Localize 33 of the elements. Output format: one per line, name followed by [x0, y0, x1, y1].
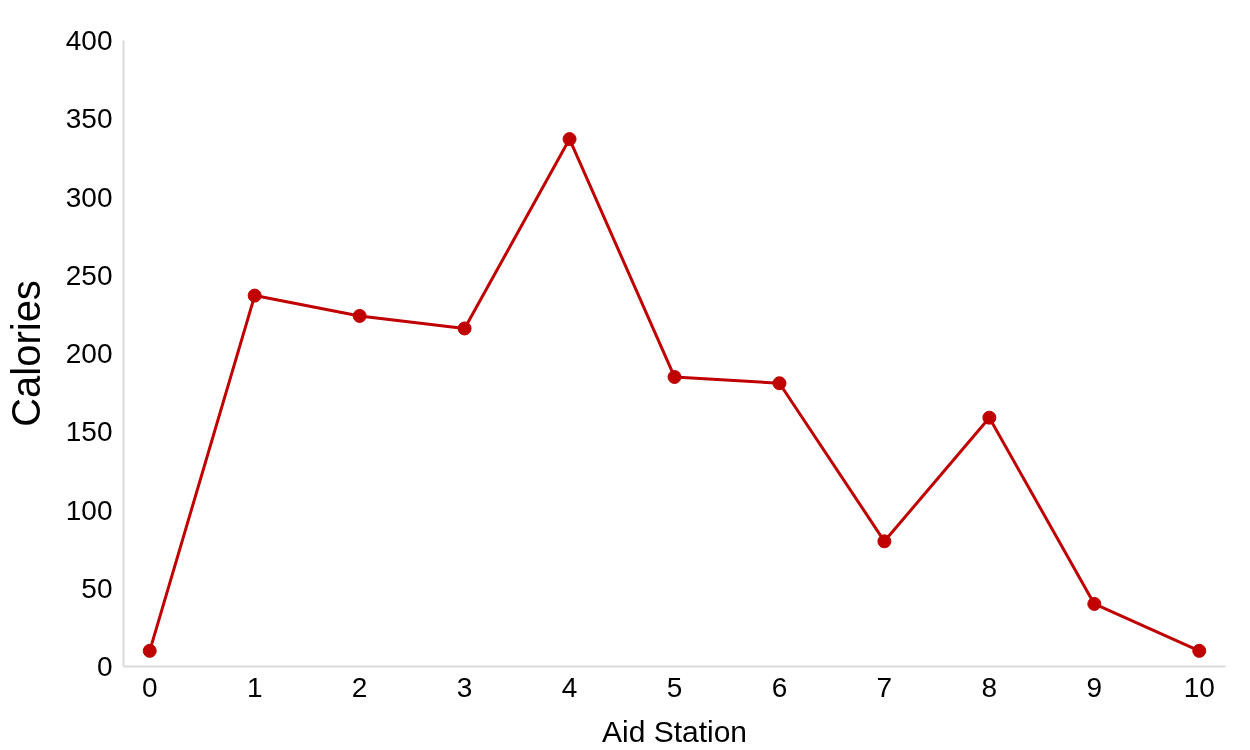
x-tick-label: 5 — [666, 671, 683, 703]
y-tick-label: 300 — [65, 181, 113, 213]
x-tick-label: 9 — [1086, 671, 1103, 703]
x-axis-title: Aid Station — [601, 714, 748, 748]
x-tick-label: 2 — [351, 671, 368, 703]
x-tick-label: 10 — [1183, 671, 1215, 703]
y-tick-label: 0 — [96, 651, 113, 682]
point — [877, 534, 892, 549]
y-tick-label: 100 — [65, 494, 113, 526]
y-tick-label: 250 — [65, 259, 113, 291]
x-tick-label: 6 — [771, 671, 788, 703]
point — [562, 132, 577, 147]
y-tick-label: 200 — [65, 338, 113, 369]
point — [142, 643, 157, 658]
y-tick-label: 400 — [65, 25, 113, 56]
x-tick-label: 8 — [981, 671, 998, 703]
point — [772, 376, 787, 391]
point — [247, 288, 262, 303]
point — [667, 369, 682, 384]
point — [1087, 596, 1102, 611]
point — [457, 321, 472, 336]
point — [982, 410, 997, 425]
y-tick-label: 50 — [81, 572, 113, 604]
x-tick-label: 0 — [141, 671, 158, 703]
y-axis-title: Calories — [3, 280, 48, 427]
y-tick-label: 350 — [65, 103, 113, 135]
y-tick-label: 150 — [65, 416, 113, 448]
point — [352, 308, 367, 323]
x-tick-label: 7 — [876, 671, 893, 703]
x-tick-label: 1 — [246, 671, 263, 703]
x-tick-label: 4 — [561, 671, 578, 703]
point — [1192, 643, 1207, 658]
x-tick-label: 3 — [456, 671, 473, 703]
